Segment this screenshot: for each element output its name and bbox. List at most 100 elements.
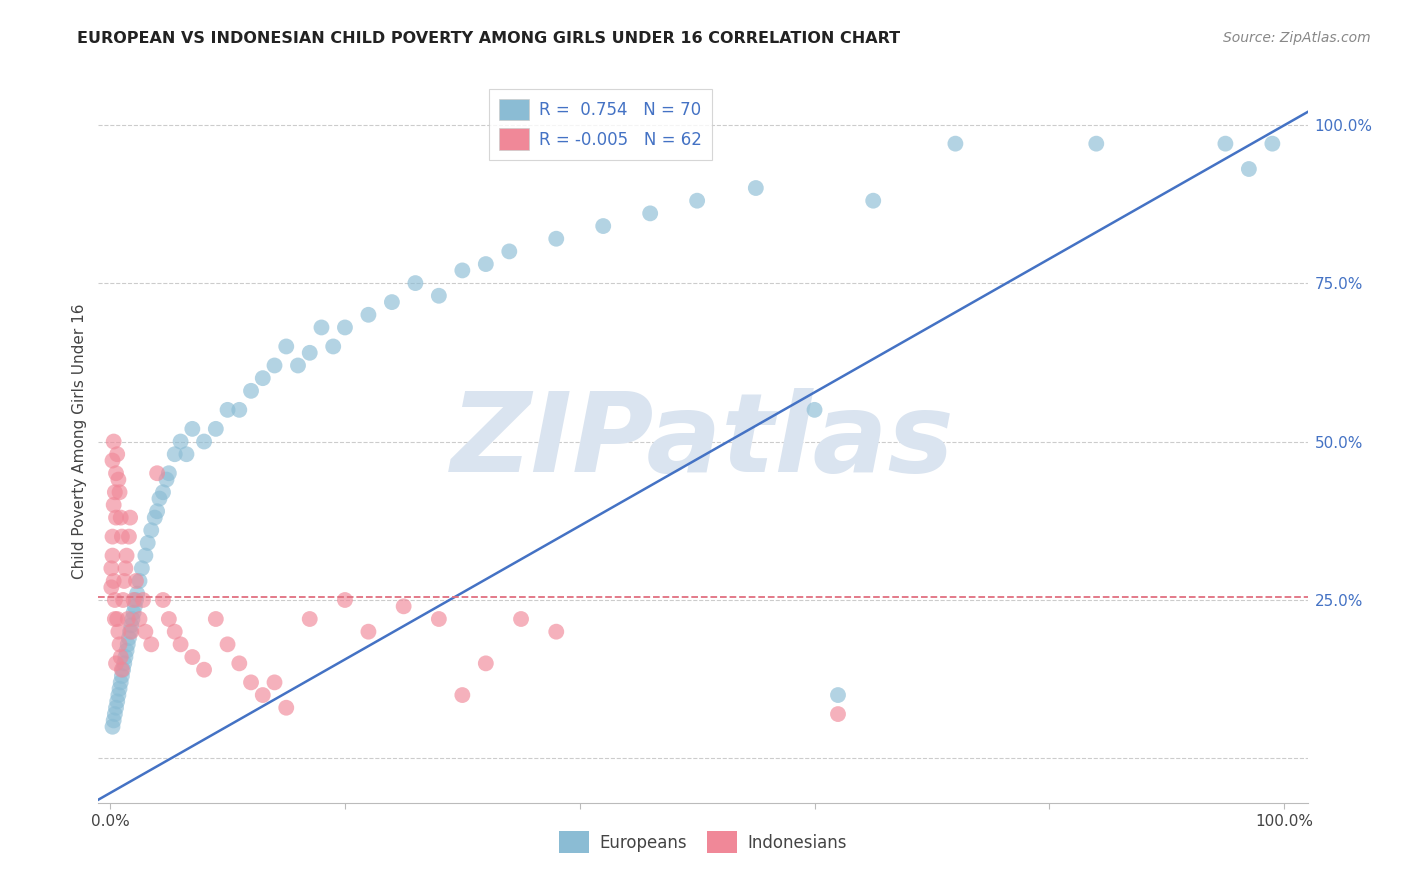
Point xyxy=(152,485,174,500)
Point xyxy=(475,657,498,671)
Point xyxy=(112,574,135,588)
Point xyxy=(108,637,131,651)
Point xyxy=(105,612,128,626)
Point xyxy=(451,688,474,702)
Point xyxy=(105,467,128,481)
Point xyxy=(193,434,215,449)
Point xyxy=(122,593,145,607)
Point xyxy=(827,707,849,722)
Point xyxy=(155,473,177,487)
Point xyxy=(104,612,127,626)
Point xyxy=(163,624,186,639)
Point xyxy=(124,599,146,614)
Point xyxy=(117,612,139,626)
Point xyxy=(108,485,131,500)
Point xyxy=(745,181,768,195)
Point xyxy=(117,637,139,651)
Point xyxy=(311,320,333,334)
Point xyxy=(427,612,450,626)
Point xyxy=(110,650,132,665)
Point xyxy=(152,593,174,607)
Point xyxy=(131,561,153,575)
Text: Source: ZipAtlas.com: Source: ZipAtlas.com xyxy=(1223,31,1371,45)
Point xyxy=(125,574,148,588)
Point xyxy=(105,447,128,461)
Point xyxy=(115,643,138,657)
Point xyxy=(333,593,356,607)
Point xyxy=(1085,136,1108,151)
Point xyxy=(427,289,450,303)
Point xyxy=(100,561,122,575)
Point xyxy=(204,422,226,436)
Point xyxy=(181,650,204,665)
Point xyxy=(357,624,380,639)
Point xyxy=(862,194,884,208)
Point xyxy=(112,663,135,677)
Point xyxy=(107,473,129,487)
Point xyxy=(110,510,132,524)
Point xyxy=(104,593,127,607)
Point xyxy=(357,308,380,322)
Point xyxy=(240,384,263,398)
Point xyxy=(228,657,250,671)
Point xyxy=(100,580,122,594)
Point xyxy=(945,136,967,151)
Point xyxy=(101,549,124,563)
Point xyxy=(141,523,163,537)
Point xyxy=(118,530,141,544)
Point xyxy=(276,339,298,353)
Point xyxy=(298,612,321,626)
Point xyxy=(803,402,825,417)
Point xyxy=(105,657,128,671)
Point xyxy=(228,402,250,417)
Point xyxy=(240,675,263,690)
Point xyxy=(112,593,135,607)
Point xyxy=(1261,136,1284,151)
Point xyxy=(101,453,124,467)
Point xyxy=(163,447,186,461)
Point xyxy=(252,371,274,385)
Point xyxy=(638,206,661,220)
Point xyxy=(217,637,239,651)
Point xyxy=(132,593,155,607)
Text: ZIPatlas: ZIPatlas xyxy=(451,388,955,495)
Point xyxy=(146,504,169,518)
Point xyxy=(121,612,143,626)
Point xyxy=(107,624,129,639)
Point xyxy=(128,574,150,588)
Point xyxy=(169,637,191,651)
Point xyxy=(392,599,415,614)
Point xyxy=(125,593,148,607)
Point xyxy=(107,688,129,702)
Point xyxy=(204,612,226,626)
Point xyxy=(322,339,344,353)
Point xyxy=(827,688,849,702)
Point xyxy=(104,707,127,722)
Point xyxy=(157,612,180,626)
Point xyxy=(110,675,132,690)
Point xyxy=(105,510,128,524)
Point xyxy=(136,536,159,550)
Point xyxy=(157,467,180,481)
Point xyxy=(118,631,141,645)
Point xyxy=(181,422,204,436)
Point xyxy=(217,402,239,417)
Point xyxy=(1237,161,1260,176)
Point xyxy=(510,612,533,626)
Point xyxy=(114,650,136,665)
Point xyxy=(546,624,568,639)
Y-axis label: Child Poverty Among Girls Under 16: Child Poverty Among Girls Under 16 xyxy=(72,304,87,579)
Point xyxy=(103,434,125,449)
Point xyxy=(298,346,321,360)
Point xyxy=(451,263,474,277)
Point xyxy=(103,498,125,512)
Point xyxy=(120,624,142,639)
Point xyxy=(169,434,191,449)
Point xyxy=(114,561,136,575)
Point xyxy=(686,194,709,208)
Point xyxy=(252,688,274,702)
Point xyxy=(134,549,156,563)
Point xyxy=(263,675,285,690)
Point xyxy=(404,276,426,290)
Point xyxy=(111,530,134,544)
